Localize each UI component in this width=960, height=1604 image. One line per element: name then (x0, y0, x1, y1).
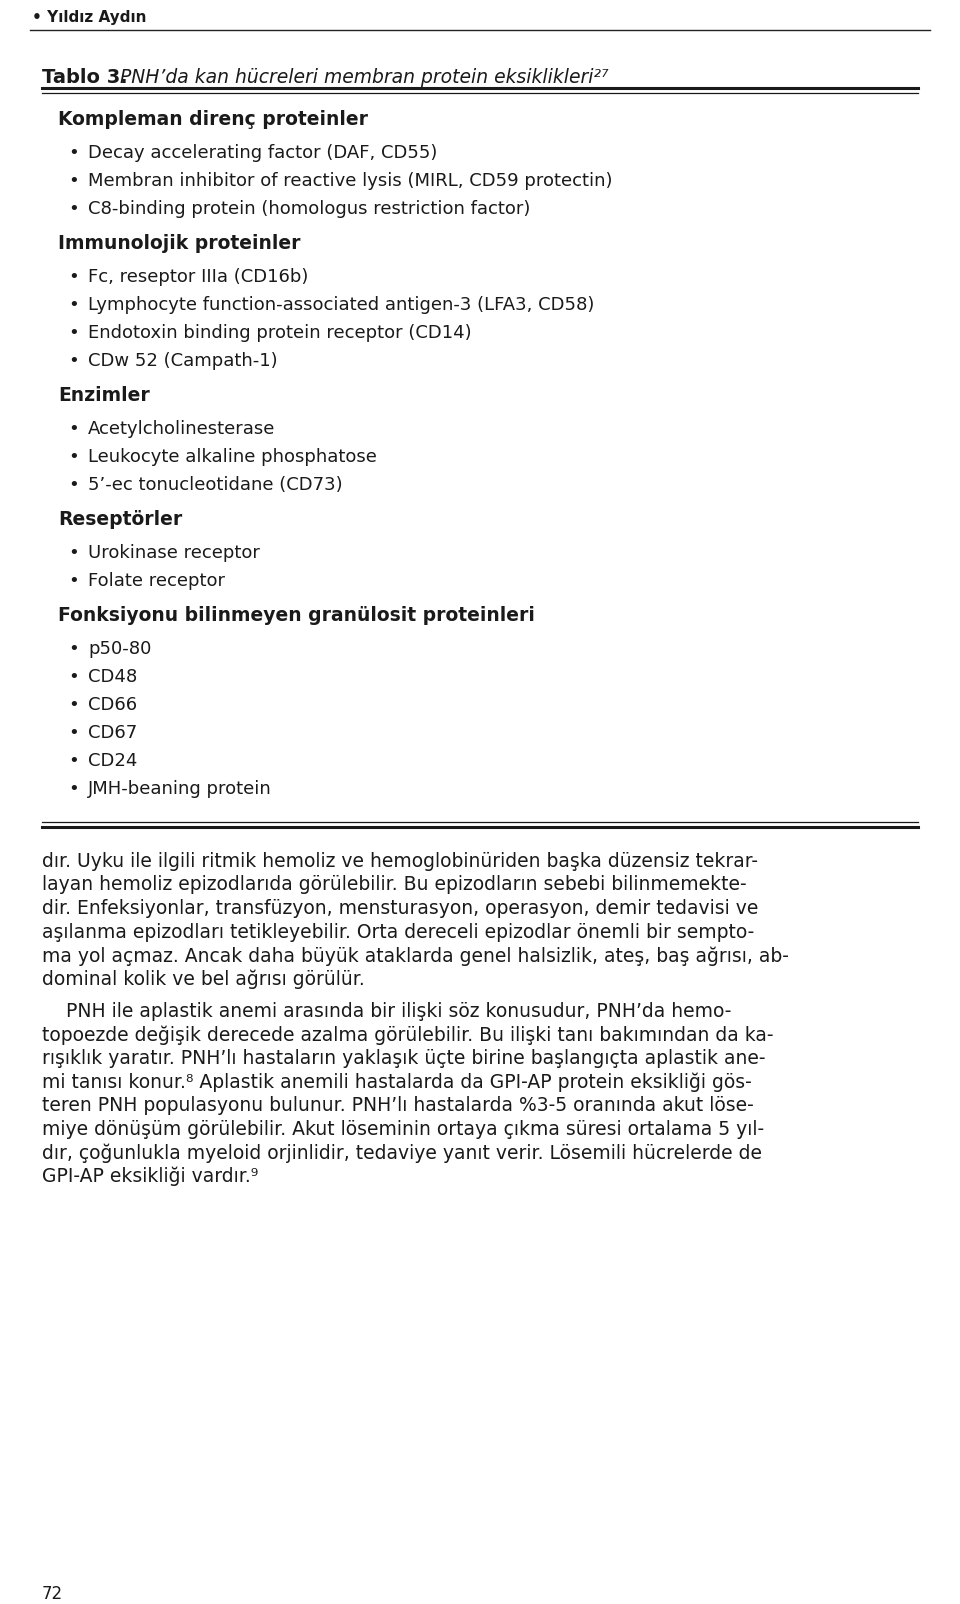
Text: •: • (68, 351, 79, 371)
Text: •: • (68, 420, 79, 438)
Text: dir. Enfeksiyonlar, transfüzyon, mensturasyon, operasyon, demir tedavisi ve: dir. Enfeksiyonlar, transfüzyon, menstur… (42, 898, 758, 917)
Text: layan hemoliz epizodlarıda görülebilir. Bu epizodların sebebi bilinmemekte-: layan hemoliz epizodlarıda görülebilir. … (42, 876, 747, 895)
Text: topoezde değişik derecede azalma görülebilir. Bu ilişki tanı bakımından da ka-: topoezde değişik derecede azalma görüleb… (42, 1027, 774, 1046)
Text: dır. Uyku ile ilgili ritmik hemoliz ve hemoglobinüriden başka düzensiz tekrar-: dır. Uyku ile ilgili ritmik hemoliz ve h… (42, 852, 758, 871)
Text: CD67: CD67 (88, 723, 137, 743)
Text: rışıklık yaratır. PNH’lı hastaların yaklaşık üçte birine başlangıçta aplastik an: rışıklık yaratır. PNH’lı hastaların yakl… (42, 1049, 765, 1068)
Text: Folate receptor: Folate receptor (88, 573, 225, 590)
Text: Urokinase receptor: Urokinase receptor (88, 544, 260, 561)
Text: • Yıldız Aydın: • Yıldız Aydın (32, 10, 147, 26)
Text: •: • (68, 297, 79, 314)
Text: •: • (68, 696, 79, 714)
Text: •: • (68, 752, 79, 770)
Text: •: • (68, 172, 79, 189)
Text: •: • (68, 476, 79, 494)
Text: Tablo 3.: Tablo 3. (42, 67, 128, 87)
Text: •: • (68, 780, 79, 799)
Text: aşılanma epizodları tetikleyebilir. Orta dereceli epizodlar önemli bir sempto-: aşılanma epizodları tetikleyebilir. Orta… (42, 922, 755, 942)
Text: teren PNH populasyonu bulunur. PNH’lı hastalarda %3-5 oranında akut löse-: teren PNH populasyonu bulunur. PNH’lı ha… (42, 1097, 754, 1115)
Text: Decay accelerating factor (DAF, CD55): Decay accelerating factor (DAF, CD55) (88, 144, 438, 162)
Text: •: • (68, 667, 79, 687)
Text: Kompleman direnç proteinler: Kompleman direnç proteinler (58, 111, 368, 128)
Text: Leukocyte alkaline phosphatose: Leukocyte alkaline phosphatose (88, 448, 377, 467)
Text: •: • (68, 573, 79, 590)
Text: Membran inhibitor of reactive lysis (MIRL, CD59 protectin): Membran inhibitor of reactive lysis (MIR… (88, 172, 612, 189)
Text: Lymphocyte function-associated antigen-3 (LFA3, CD58): Lymphocyte function-associated antigen-3… (88, 297, 594, 314)
Text: 5’-ec tonucleotidane (CD73): 5’-ec tonucleotidane (CD73) (88, 476, 343, 494)
Text: JMH-beaning protein: JMH-beaning protein (88, 780, 272, 799)
Text: CD24: CD24 (88, 752, 137, 770)
Text: Immunolojik proteinler: Immunolojik proteinler (58, 234, 300, 253)
Text: •: • (68, 723, 79, 743)
Text: Reseptörler: Reseptörler (58, 510, 182, 529)
Text: •: • (68, 324, 79, 342)
Text: Fonksiyonu bilinmeyen granülosit proteinleri: Fonksiyonu bilinmeyen granülosit protein… (58, 606, 535, 626)
Text: ma yol açmaz. Ancak daha büyük ataklarda genel halsizlik, ateş, baş ağrısı, ab-: ma yol açmaz. Ancak daha büyük ataklarda… (42, 946, 789, 966)
Text: miye dönüşüm görülebilir. Akut löseminin ortaya çıkma süresi ortalama 5 yıl-: miye dönüşüm görülebilir. Akut löseminin… (42, 1120, 764, 1139)
Text: •: • (68, 268, 79, 286)
Text: C8-binding protein (homologus restriction factor): C8-binding protein (homologus restrictio… (88, 200, 530, 218)
Text: dır, çoğunlukla myeloid orjinlidir, tedaviye yanıt verir. Lösemili hücrelerde de: dır, çoğunlukla myeloid orjinlidir, teda… (42, 1144, 762, 1163)
Text: CD48: CD48 (88, 667, 137, 687)
Text: dominal kolik ve bel ağrısı görülür.: dominal kolik ve bel ağrısı görülür. (42, 969, 365, 990)
Text: Acetylcholinesterase: Acetylcholinesterase (88, 420, 276, 438)
Text: •: • (68, 144, 79, 162)
Text: Endotoxin binding protein receptor (CD14): Endotoxin binding protein receptor (CD14… (88, 324, 471, 342)
Text: •: • (68, 448, 79, 467)
Text: PNH’da kan hücreleri membran protein eksiklikleri²⁷: PNH’da kan hücreleri membran protein eks… (114, 67, 609, 87)
Text: Enzimler: Enzimler (58, 387, 150, 404)
Text: 72: 72 (42, 1585, 63, 1602)
Text: CDw 52 (Campath-1): CDw 52 (Campath-1) (88, 351, 277, 371)
Text: •: • (68, 640, 79, 658)
Text: •: • (68, 200, 79, 218)
Text: CD66: CD66 (88, 696, 137, 714)
Text: mi tanısı konur.⁸ Aplastik anemili hastalarda da GPI-AP protein eksikliği gös-: mi tanısı konur.⁸ Aplastik anemili hasta… (42, 1073, 752, 1092)
Text: PNH ile aplastik anemi arasında bir ilişki söz konusudur, PNH’da hemo-: PNH ile aplastik anemi arasında bir iliş… (42, 1002, 732, 1022)
Text: p50-80: p50-80 (88, 640, 152, 658)
Text: GPI-AP eksikliği vardır.⁹: GPI-AP eksikliği vardır.⁹ (42, 1166, 258, 1187)
Text: Fc, reseptor IIIa (CD16b): Fc, reseptor IIIa (CD16b) (88, 268, 308, 286)
Text: •: • (68, 544, 79, 561)
